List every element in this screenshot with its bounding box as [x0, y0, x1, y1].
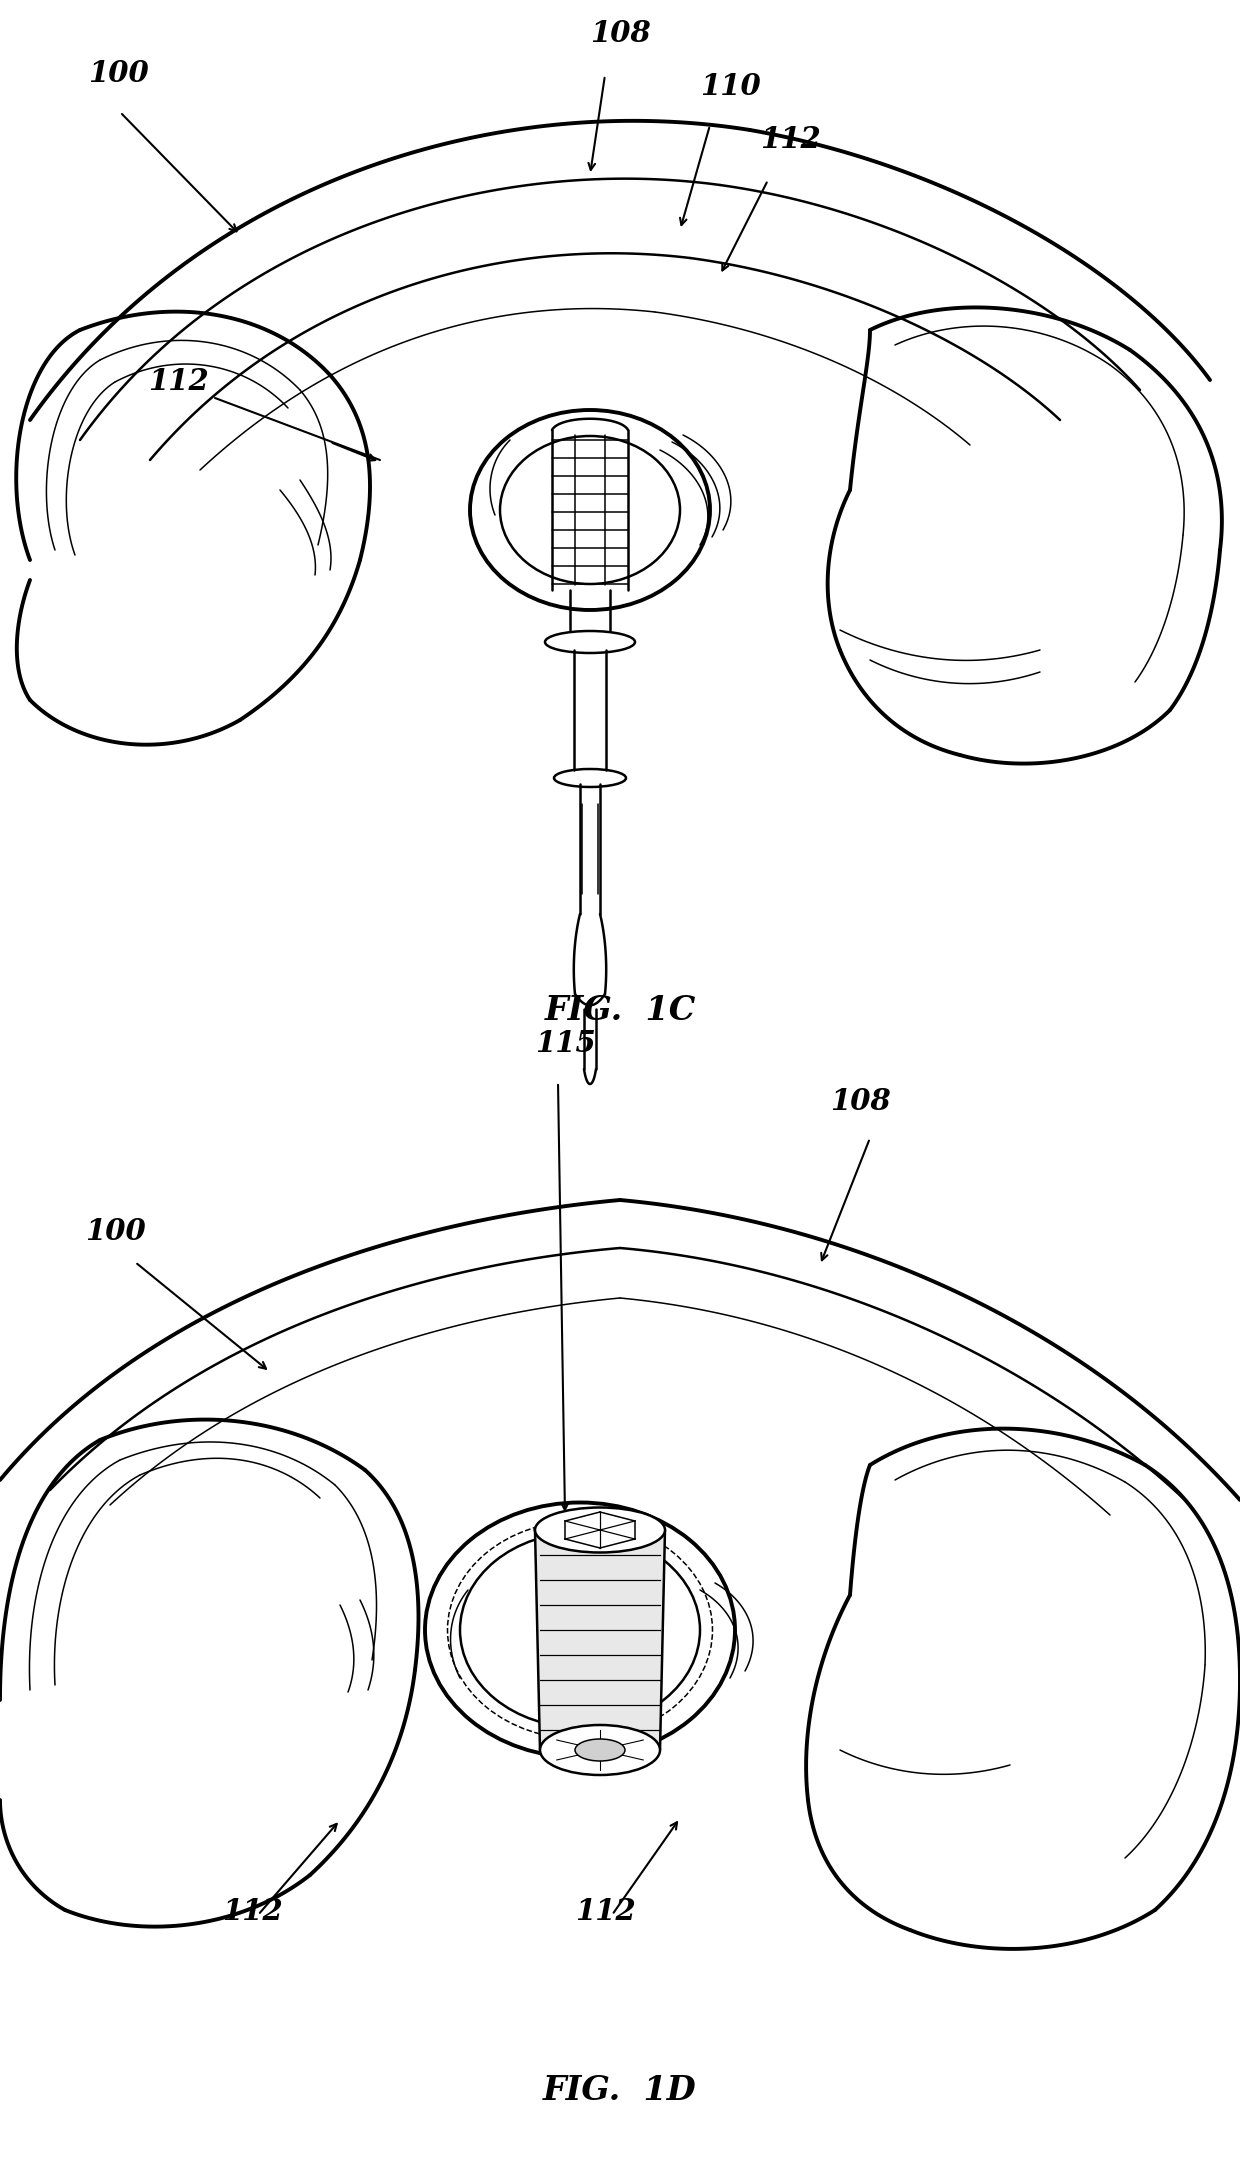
Text: 100: 100	[88, 58, 149, 89]
Text: FIG.  1C: FIG. 1C	[544, 993, 696, 1026]
Ellipse shape	[546, 632, 635, 654]
Text: 108: 108	[830, 1086, 890, 1117]
Text: 112: 112	[222, 1898, 283, 1926]
Text: 108: 108	[590, 19, 651, 48]
Text: 112: 112	[575, 1898, 636, 1926]
Polygon shape	[534, 1530, 665, 1751]
Ellipse shape	[575, 1740, 625, 1761]
Text: 100: 100	[86, 1216, 146, 1246]
Ellipse shape	[554, 768, 626, 788]
Ellipse shape	[539, 1725, 660, 1774]
Text: 112: 112	[148, 368, 208, 396]
Text: FIG.  1D: FIG. 1D	[543, 2073, 697, 2106]
Text: 110: 110	[701, 71, 761, 102]
Text: 112: 112	[760, 126, 821, 154]
Text: 115: 115	[534, 1030, 595, 1058]
Ellipse shape	[534, 1508, 665, 1552]
